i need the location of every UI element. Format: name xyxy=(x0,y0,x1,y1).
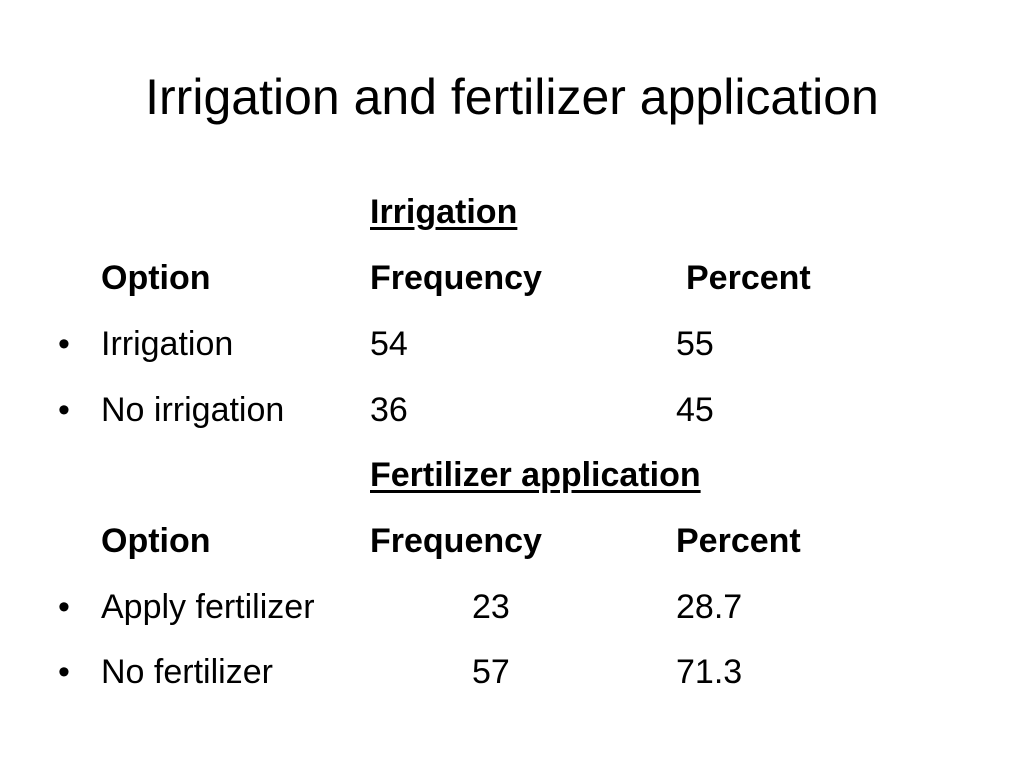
fertilizer-row-frequency: 23 xyxy=(472,588,510,626)
bullet-icon: • xyxy=(58,391,70,429)
fertilizer-header-frequency: Frequency xyxy=(370,522,542,560)
fertilizer-header-percent: Percent xyxy=(676,522,801,560)
irrigation-row-frequency: 36 xyxy=(370,391,408,429)
irrigation-row-percent: 45 xyxy=(676,391,714,429)
bullet-icon: • xyxy=(58,588,70,626)
irrigation-section-heading: Irrigation xyxy=(370,193,518,231)
fertilizer-row-option: Apply fertilizer xyxy=(101,588,315,626)
fertilizer-row-percent: 28.7 xyxy=(676,588,743,626)
bullet-icon: • xyxy=(58,325,70,363)
fertilizer-section-heading: Fertilizer application xyxy=(370,456,701,494)
fertilizer-row-percent: 71.3 xyxy=(676,653,743,691)
fertilizer-row-frequency: 57 xyxy=(472,653,510,691)
bullet-icon: • xyxy=(58,653,70,691)
irrigation-row-percent: 55 xyxy=(676,325,714,363)
irrigation-row-frequency: 54 xyxy=(370,325,408,363)
fertilizer-row-option: No fertilizer xyxy=(101,653,273,691)
irrigation-header-percent: Percent xyxy=(686,259,811,297)
fertilizer-header-option: Option xyxy=(101,522,211,560)
irrigation-row-option: Irrigation xyxy=(101,325,234,363)
irrigation-header-frequency: Frequency xyxy=(370,259,542,297)
slide-title: Irrigation and fertilizer application xyxy=(145,69,879,125)
irrigation-row-option: No irrigation xyxy=(101,391,285,429)
irrigation-header-option: Option xyxy=(101,259,211,297)
